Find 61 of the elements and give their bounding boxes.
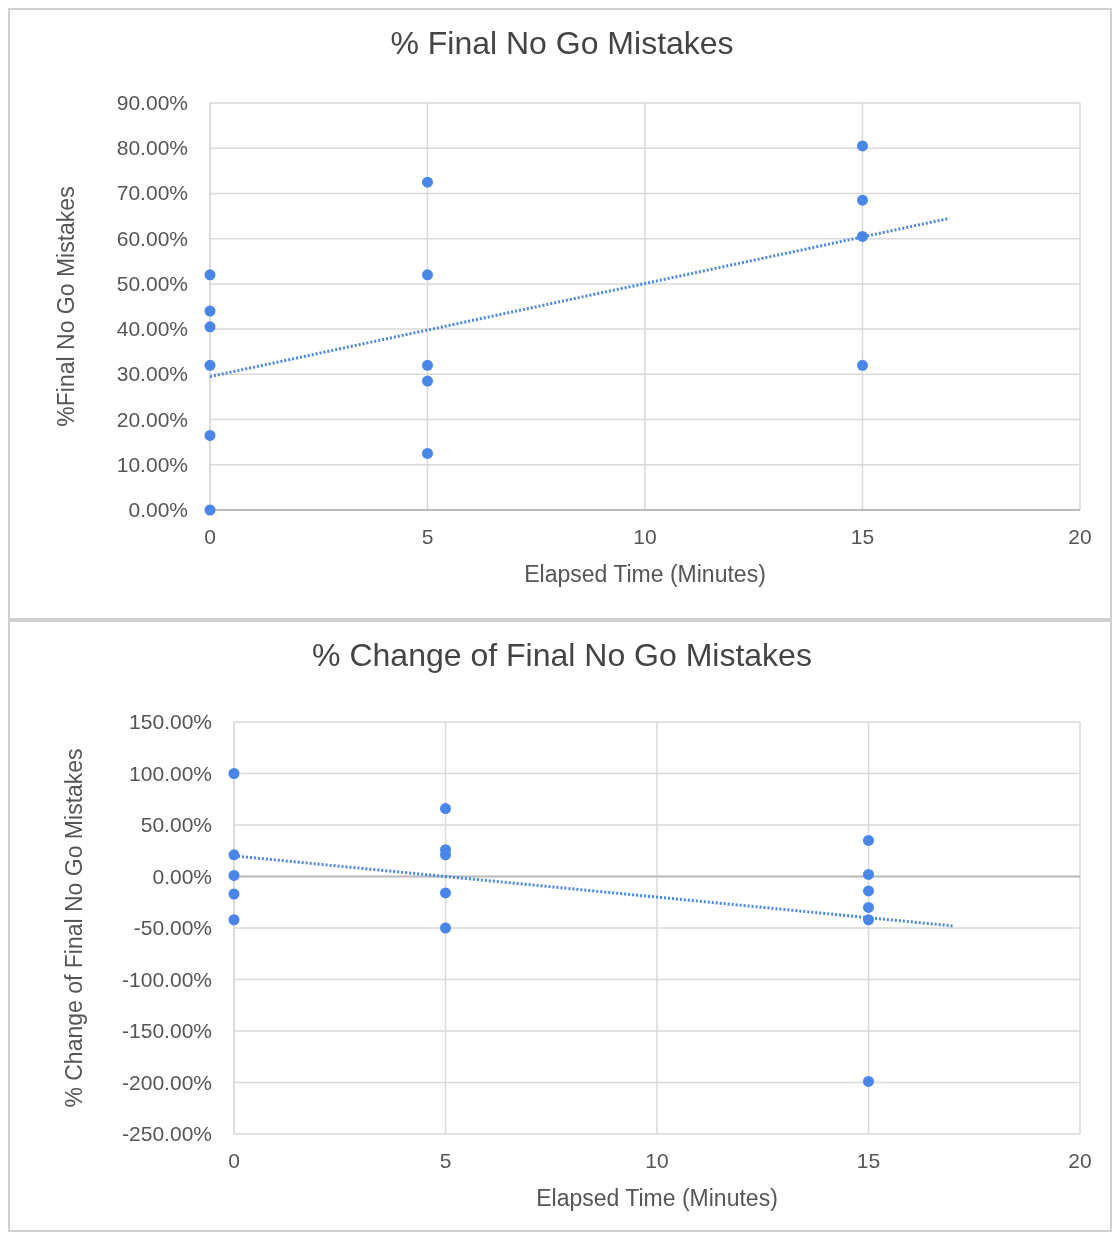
point xyxy=(857,140,868,152)
y-tick-label: 80.00% xyxy=(116,136,188,160)
x-tick-label: 20 xyxy=(1068,1149,1092,1172)
point xyxy=(204,321,216,333)
chart-title: % Final No Go Mistakes xyxy=(390,25,734,61)
y-tick-label: -50.00% xyxy=(133,916,212,939)
point xyxy=(228,768,240,779)
x-tick-label: 5 xyxy=(421,525,434,548)
y-axis-title: %Final No Go Mistakes xyxy=(53,186,79,427)
y-tick-label: 70.00% xyxy=(116,181,188,205)
point xyxy=(228,888,240,900)
point xyxy=(422,176,433,188)
point xyxy=(204,305,216,317)
x-axis-title: Elapsed Time (Minutes) xyxy=(536,1185,778,1211)
x-tick-label: 10 xyxy=(633,525,657,548)
x-tick-label: 20 xyxy=(1068,525,1092,548)
x-tick-label: 15 xyxy=(856,1149,881,1172)
point xyxy=(204,504,216,516)
point xyxy=(422,375,433,387)
x-axis-title: Elapsed Time (Minutes) xyxy=(524,561,766,587)
point xyxy=(857,194,868,206)
x-tick-label: 0 xyxy=(204,525,216,548)
point xyxy=(440,922,451,934)
y-tick-label: 10.00% xyxy=(116,452,188,476)
point xyxy=(863,834,874,846)
y-tick-label: -250.00% xyxy=(122,1122,212,1145)
point xyxy=(863,901,874,913)
x-tick-label: 0 xyxy=(228,1149,240,1172)
y-tick-label: 50.00% xyxy=(140,813,212,836)
y-tick-label: -100.00% xyxy=(122,967,212,991)
y-tick-label: 90.00% xyxy=(116,91,188,114)
y-tick-label: 150.00% xyxy=(129,710,212,733)
point xyxy=(863,1075,874,1087)
point xyxy=(228,914,240,926)
point xyxy=(204,269,216,281)
chart-title: % Change of Final No Go Mistakes xyxy=(312,637,812,673)
y-tick-label: 0.00% xyxy=(152,864,212,888)
x-tick-label: 10 xyxy=(645,1149,669,1172)
point xyxy=(440,887,451,899)
point xyxy=(422,269,433,281)
y-tick-label: 20.00% xyxy=(116,407,188,431)
point xyxy=(422,359,433,371)
point xyxy=(204,429,216,441)
point xyxy=(422,447,433,459)
point xyxy=(857,359,868,371)
x-tick-label: 15 xyxy=(850,525,875,548)
point xyxy=(228,869,240,881)
y-tick-label: 0.00% xyxy=(128,498,188,521)
point xyxy=(204,359,216,371)
y-tick-label: 40.00% xyxy=(116,317,188,341)
y-tick-label: 100.00% xyxy=(129,761,212,785)
y-tick-label: 30.00% xyxy=(116,362,188,386)
y-tick-label: 60.00% xyxy=(116,226,188,250)
y-axis-title: % Change of Final No Go Mistakes xyxy=(61,748,87,1108)
y-tick-label: -150.00% xyxy=(122,1019,212,1042)
y-tick-label: -200.00% xyxy=(122,1070,212,1094)
y-tick-label: 50.00% xyxy=(116,271,188,295)
point xyxy=(440,803,451,815)
point xyxy=(863,885,874,897)
x-tick-label: 5 xyxy=(439,1149,452,1172)
point xyxy=(863,868,874,880)
